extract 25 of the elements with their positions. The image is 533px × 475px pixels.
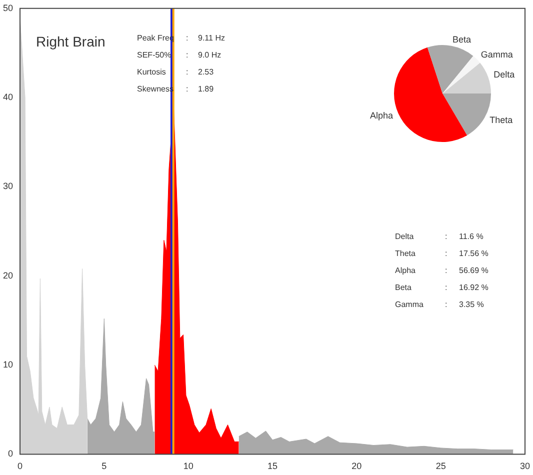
y-tick-label: 20 xyxy=(2,270,14,280)
slice-label: Alpha xyxy=(370,110,393,120)
text: Right Brain xyxy=(36,33,106,50)
y-tick-label: 40 xyxy=(2,92,14,102)
slice-label: Gamma xyxy=(480,50,513,60)
y-tick-label: 50 xyxy=(2,2,14,13)
slice-label: Beta xyxy=(452,34,471,45)
text: Delta : 11.6 % xyxy=(395,232,484,242)
text: Alpha : 56.69 % xyxy=(395,266,488,276)
x-tick-label: 20 xyxy=(352,461,362,472)
text: Theta : 17.56 % xyxy=(395,249,488,258)
x-tick-label: 5 xyxy=(102,461,107,472)
text: Gamma : 3.35 % xyxy=(395,300,484,310)
y-tick-label: 0 xyxy=(8,448,14,459)
y-tick-label: 30 xyxy=(2,181,14,192)
x-tick-label: 15 xyxy=(267,461,278,472)
slice-label: Delta xyxy=(494,70,515,80)
text: Kurtosis : 2.53 xyxy=(137,68,214,77)
x-tick-label: 10 xyxy=(183,461,194,472)
text: Beta : 16.92 % xyxy=(395,283,488,292)
x-tick-label: 25 xyxy=(436,461,446,472)
y-tick-label: 10 xyxy=(2,360,14,370)
x-tick-label: 0 xyxy=(18,461,23,472)
x-tick-label: 30 xyxy=(520,461,530,472)
slice-label: Theta xyxy=(490,114,513,125)
